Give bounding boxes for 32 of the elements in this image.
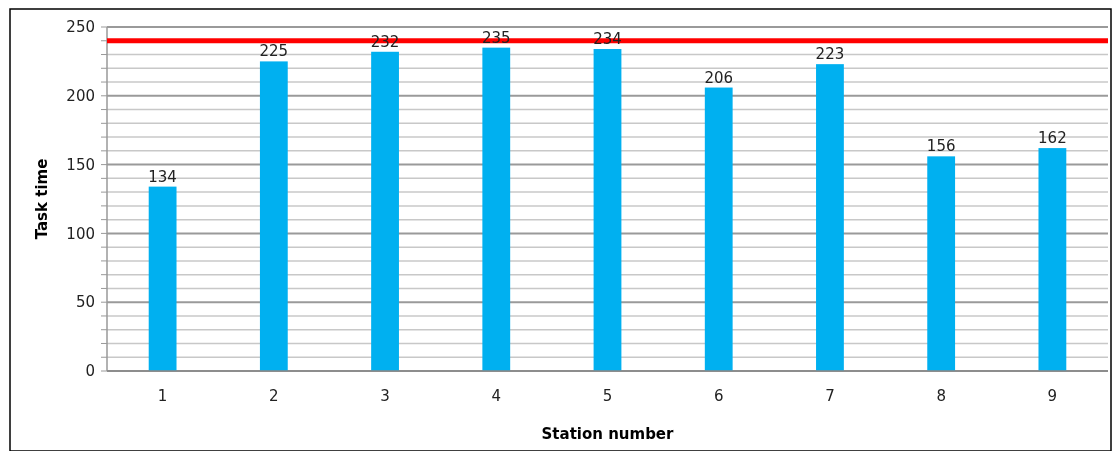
x-tick-label: 6 [713, 387, 724, 405]
bar [259, 61, 288, 371]
x-axis-title: Station number [541, 425, 675, 443]
x-tick-label: 1 [157, 387, 168, 405]
y-tick-label: 150 [66, 155, 95, 174]
x-tick-label: 8 [936, 387, 946, 405]
x-tick-label: 5 [602, 387, 613, 405]
bar [148, 186, 177, 371]
x-tick-label: 9 [1047, 387, 1058, 405]
y-tick-label: 100 [66, 224, 95, 243]
data-label: 225 [259, 42, 289, 61]
bar [371, 51, 399, 371]
x-tick-label: 2 [269, 387, 279, 405]
data-label: 223 [815, 45, 845, 64]
x-tick-label: 3 [380, 387, 390, 405]
bar [593, 49, 622, 371]
x-tick-label: 7 [825, 387, 835, 405]
y-tick-label: 250 [66, 18, 95, 37]
bar [927, 156, 956, 371]
data-label: 162 [1038, 129, 1067, 148]
bar [704, 87, 733, 371]
bar [816, 64, 844, 371]
data-label: 206 [704, 68, 734, 87]
y-tick-label: 50 [75, 293, 95, 312]
y-axis-title: Task time [33, 158, 51, 240]
bar [482, 47, 511, 371]
x-tick-label: 4 [491, 387, 502, 405]
y-tick-label: 0 [85, 362, 95, 381]
data-label: 134 [148, 167, 177, 186]
bar [1038, 148, 1067, 371]
data-label: 156 [926, 137, 956, 156]
y-tick-label: 200 [66, 87, 95, 106]
